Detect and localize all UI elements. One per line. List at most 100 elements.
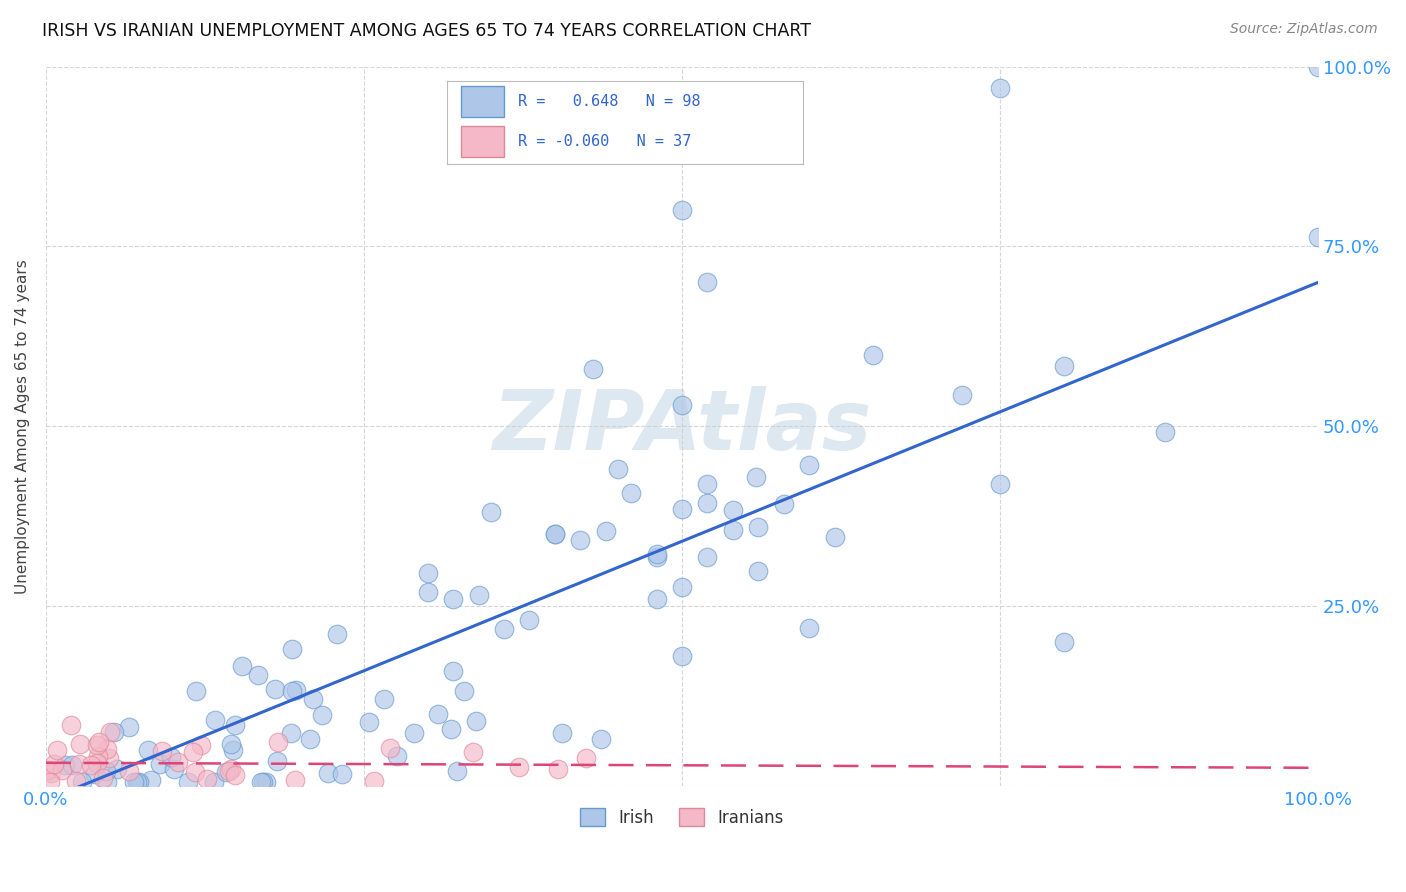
- Point: [249, 775, 271, 789]
- Point: [467, 588, 489, 602]
- Point: [181, 745, 204, 759]
- Point: [51, 764, 73, 778]
- Point: [465, 714, 488, 728]
- Point: [139, 773, 162, 788]
- Point: [60, 717, 83, 731]
- Point: [671, 203, 693, 218]
- Point: [72, 775, 94, 789]
- Point: [385, 748, 408, 763]
- Point: [160, 749, 183, 764]
- Point: [747, 519, 769, 533]
- Point: [1308, 60, 1330, 74]
- Point: [440, 723, 463, 737]
- Point: [204, 714, 226, 728]
- Point: [86, 738, 108, 752]
- Point: [118, 764, 141, 779]
- Text: IRISH VS IRANIAN UNEMPLOYMENT AMONG AGES 65 TO 74 YEARS CORRELATION CHART: IRISH VS IRANIAN UNEMPLOYMENT AMONG AGES…: [42, 22, 811, 40]
- Point: [167, 755, 190, 769]
- Point: [441, 591, 464, 606]
- Point: [150, 744, 173, 758]
- Point: [645, 591, 668, 606]
- Text: ZIPAtlas: ZIPAtlas: [492, 385, 872, 467]
- Point: [416, 566, 439, 580]
- Point: [824, 530, 846, 544]
- Point: [195, 772, 218, 786]
- Point: [125, 775, 148, 789]
- Point: [671, 649, 693, 664]
- Point: [302, 692, 325, 706]
- Point: [772, 497, 794, 511]
- Point: [441, 664, 464, 678]
- Point: [266, 735, 288, 749]
- Point: [416, 584, 439, 599]
- Point: [721, 503, 744, 517]
- Point: [86, 748, 108, 763]
- Point: [378, 741, 401, 756]
- Point: [83, 766, 105, 780]
- Point: [98, 724, 121, 739]
- Point: [219, 737, 242, 751]
- Point: [222, 743, 245, 757]
- Point: [862, 348, 884, 362]
- Point: [671, 502, 693, 516]
- Point: [224, 768, 246, 782]
- Point: [671, 581, 693, 595]
- Point: [266, 754, 288, 768]
- Point: [492, 622, 515, 636]
- Point: [330, 767, 353, 781]
- Point: [544, 527, 567, 541]
- Point: [280, 726, 302, 740]
- Point: [284, 772, 307, 787]
- Point: [231, 658, 253, 673]
- Point: [122, 775, 145, 789]
- Point: [575, 751, 598, 765]
- Point: [96, 764, 118, 778]
- Point: [547, 763, 569, 777]
- Point: [569, 533, 592, 547]
- Point: [988, 81, 1011, 95]
- Point: [264, 681, 287, 696]
- Point: [281, 642, 304, 657]
- Point: [479, 506, 502, 520]
- Point: [595, 524, 617, 538]
- Point: [799, 621, 821, 635]
- Point: [183, 765, 205, 780]
- Point: [285, 683, 308, 698]
- Point: [38, 774, 60, 789]
- Point: [671, 398, 693, 412]
- Point: [224, 718, 246, 732]
- Legend: Irish, Iranians: Irish, Iranians: [572, 800, 792, 835]
- Point: [696, 476, 718, 491]
- Point: [87, 735, 110, 749]
- Point: [80, 758, 103, 772]
- Point: [96, 742, 118, 756]
- Point: [97, 751, 120, 765]
- Point: [246, 668, 269, 682]
- Y-axis label: Unemployment Among Ages 65 to 74 years: Unemployment Among Ages 65 to 74 years: [15, 259, 30, 593]
- Point: [202, 775, 225, 789]
- Point: [607, 462, 630, 476]
- Point: [950, 388, 973, 402]
- Point: [446, 764, 468, 778]
- Point: [359, 714, 381, 729]
- Point: [190, 738, 212, 752]
- Point: [582, 361, 605, 376]
- Point: [363, 774, 385, 789]
- Point: [298, 732, 321, 747]
- Point: [589, 731, 612, 746]
- Point: [988, 477, 1011, 491]
- Point: [184, 684, 207, 698]
- Point: [136, 743, 159, 757]
- Point: [37, 763, 59, 777]
- Point: [69, 737, 91, 751]
- Point: [219, 762, 242, 776]
- Point: [799, 458, 821, 473]
- Point: [550, 726, 572, 740]
- Point: [218, 764, 240, 778]
- Point: [508, 760, 530, 774]
- Point: [103, 724, 125, 739]
- Point: [326, 627, 349, 641]
- Point: [1053, 359, 1076, 373]
- Text: Source: ZipAtlas.com: Source: ZipAtlas.com: [1230, 22, 1378, 37]
- Point: [215, 765, 238, 780]
